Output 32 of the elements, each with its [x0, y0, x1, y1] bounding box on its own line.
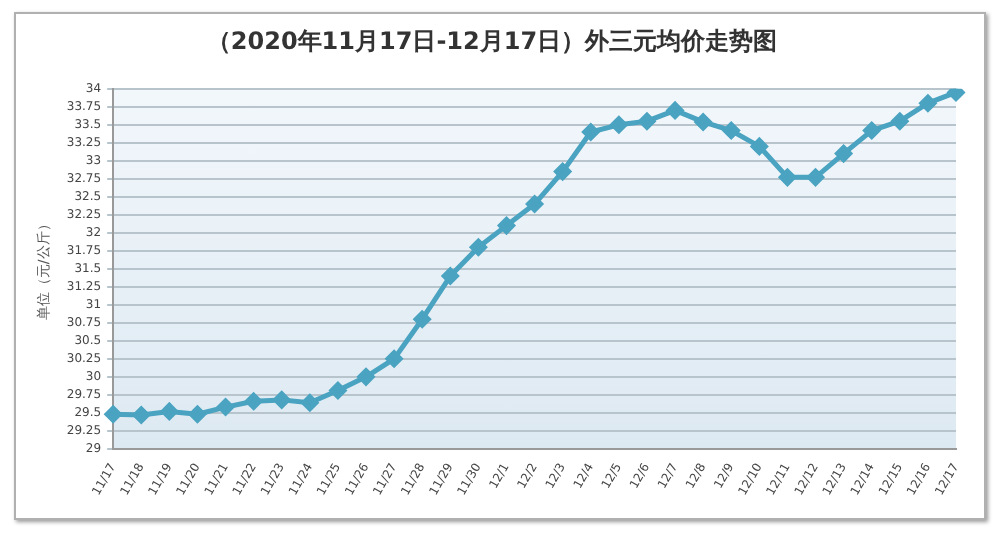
point: [863, 122, 881, 140]
chart-title: （2020年11月17日-12月17日）外三元均价走势图: [206, 26, 778, 55]
point: [666, 101, 684, 119]
point: [132, 406, 150, 424]
point: [694, 113, 712, 131]
point: [807, 168, 825, 186]
point: [554, 163, 572, 181]
point: [610, 116, 628, 134]
point: [217, 398, 235, 416]
point: [947, 88, 965, 101]
point: [188, 405, 206, 423]
point: [469, 238, 487, 256]
point: [104, 405, 122, 423]
point: [497, 217, 515, 235]
point: [778, 168, 796, 186]
point: [722, 122, 740, 140]
point: [638, 112, 656, 130]
point: [891, 112, 909, 130]
point: [160, 402, 178, 420]
point: [582, 123, 600, 141]
point: [385, 350, 403, 368]
point: [835, 145, 853, 163]
point: [273, 391, 291, 409]
point: [301, 394, 319, 412]
point: [329, 382, 347, 400]
point: [357, 368, 375, 386]
point: [919, 94, 937, 112]
point: [526, 195, 544, 213]
point: [413, 310, 431, 328]
point: [441, 267, 459, 285]
point: [750, 137, 768, 155]
point: [245, 392, 263, 410]
